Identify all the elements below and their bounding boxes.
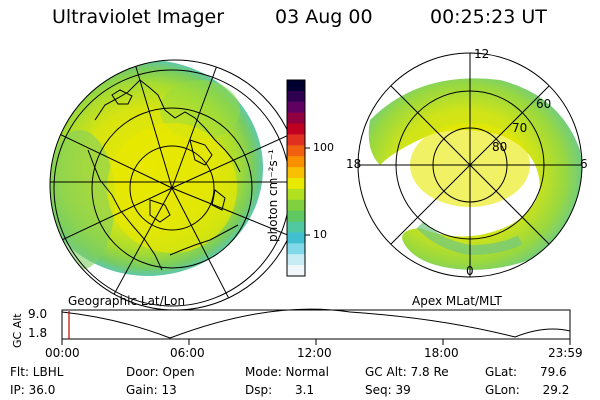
- alt-ytick-9: 9.0: [28, 307, 48, 321]
- colorbar-segment: [287, 188, 305, 201]
- colorbar: [287, 80, 305, 277]
- alt-xtick-2359: 23:59: [548, 346, 583, 360]
- observation-date: 03 Aug 00: [275, 6, 373, 28]
- alt-xtick-1200: 12:00: [297, 346, 332, 360]
- apex-mlt-12: 12: [474, 47, 490, 61]
- alt-xtick-0000: 00:00: [45, 346, 80, 360]
- instrument-title: Ultraviolet Imager: [52, 6, 225, 28]
- altitude-plot: [61, 308, 571, 345]
- info-glon: GLon: 29.2: [485, 383, 570, 397]
- colorbar-segment: [287, 101, 305, 114]
- colorbar-segment: [287, 134, 305, 146]
- colorbar-segment: [287, 156, 305, 168]
- altitude-curve: [61, 308, 571, 339]
- colorbar-segment: [287, 243, 305, 255]
- apex-caption: Apex MLat/MLT: [412, 294, 502, 308]
- colorbar-unit-label: photon cm⁻²s⁻¹: [266, 149, 280, 242]
- info-ip: IP: 36.0: [10, 383, 56, 397]
- aurora-oval: [368, 78, 582, 270]
- colorbar-tick-10: 10: [313, 228, 327, 241]
- colorbar-segment: [287, 112, 305, 125]
- apex-mlt-0: 0: [466, 264, 474, 278]
- apex-lat-80: 80: [492, 140, 508, 154]
- colorbar-segment: [287, 123, 305, 135]
- apex-grid: [357, 52, 583, 278]
- info-dsp: Dsp: 3.1: [245, 383, 315, 397]
- info-seq: Seq: 39: [365, 383, 411, 397]
- colorbar-frame: [286, 79, 306, 277]
- colorbar-segment: [287, 199, 305, 212]
- geographic-caption: Geographic Lat/Lon: [68, 294, 186, 308]
- apex-lat-60: 60: [536, 97, 552, 111]
- colorbar-segment: [287, 145, 305, 157]
- colorbar-segment: [287, 254, 305, 266]
- apex-mlt-6: 6: [580, 157, 588, 171]
- apex-lat-70: 70: [512, 121, 528, 135]
- info-door: Door: Open: [126, 365, 195, 379]
- info-mode: Mode: Normal: [245, 365, 329, 379]
- apex-mlt-18: 18: [346, 157, 362, 171]
- alt-xtick-0600: 06:00: [170, 346, 205, 360]
- colorbar-segment: [287, 90, 305, 103]
- colorbar-segment: [287, 178, 305, 190]
- alt-ylabel: GC Alt: [11, 313, 24, 348]
- colorbar-segment: [287, 167, 305, 179]
- colorbar-segment: [287, 232, 305, 244]
- colorbar-segment: [287, 80, 305, 92]
- colorbar-tick-100: 100: [313, 141, 334, 154]
- colorbar-segment: [287, 210, 305, 223]
- info-glat: GLat: 79.6: [485, 365, 567, 379]
- info-gc-alt: GC Alt: 7.8 Re: [365, 365, 449, 379]
- alt-xtick-1800: 18:00: [424, 346, 459, 360]
- info-filter: Flt: LBHL: [10, 365, 64, 379]
- colorbar-segment: [287, 265, 305, 277]
- info-gain: Gain: 13: [126, 383, 177, 397]
- alt-ytick-1-8: 1.8: [28, 326, 48, 340]
- observation-time: 00:25:23 UT: [430, 6, 547, 28]
- colorbar-segment: [287, 221, 305, 233]
